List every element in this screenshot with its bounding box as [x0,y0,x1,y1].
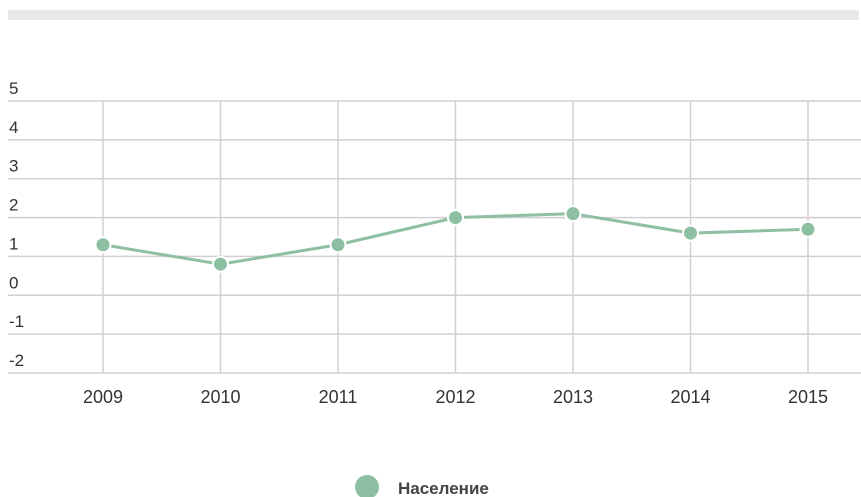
x-axis-labels: 2009 2010 2011 2012 2013 2014 2015 [83,387,828,407]
data-point[interactable] [564,205,582,223]
x-tick-label: 2014 [670,387,710,407]
legend-marker [355,475,379,497]
data-point[interactable] [682,224,699,242]
legend[interactable]: Население [355,475,489,497]
y-tick-label: 2 [9,196,18,215]
x-tick-label: 2011 [319,387,358,407]
x-tick-label: 2015 [788,387,828,407]
data-point[interactable] [329,236,347,254]
y-tick-label: 0 [9,273,18,292]
y-tick-label: 3 [9,157,18,176]
y-tick-label: -2 [9,351,24,370]
data-point[interactable] [94,236,112,254]
x-tick-label: 2013 [553,387,593,407]
series-population [94,205,817,273]
y-tick-label: 1 [9,234,18,253]
grid-lines [8,100,861,374]
y-axis-labels: 5 4 3 2 1 0 -1 -2 [9,79,24,370]
y-tick-label: 5 [9,79,18,98]
y-tick-label: -1 [9,312,24,331]
x-tick-label: 2012 [435,387,475,407]
x-tick-label: 2009 [83,387,123,407]
y-tick-label: 4 [9,118,18,137]
data-point[interactable] [799,220,817,238]
top-bar [8,10,859,20]
data-point[interactable] [447,209,464,227]
data-point[interactable] [212,255,229,273]
legend-label: Население [398,479,489,497]
x-tick-label: 2010 [200,387,240,407]
